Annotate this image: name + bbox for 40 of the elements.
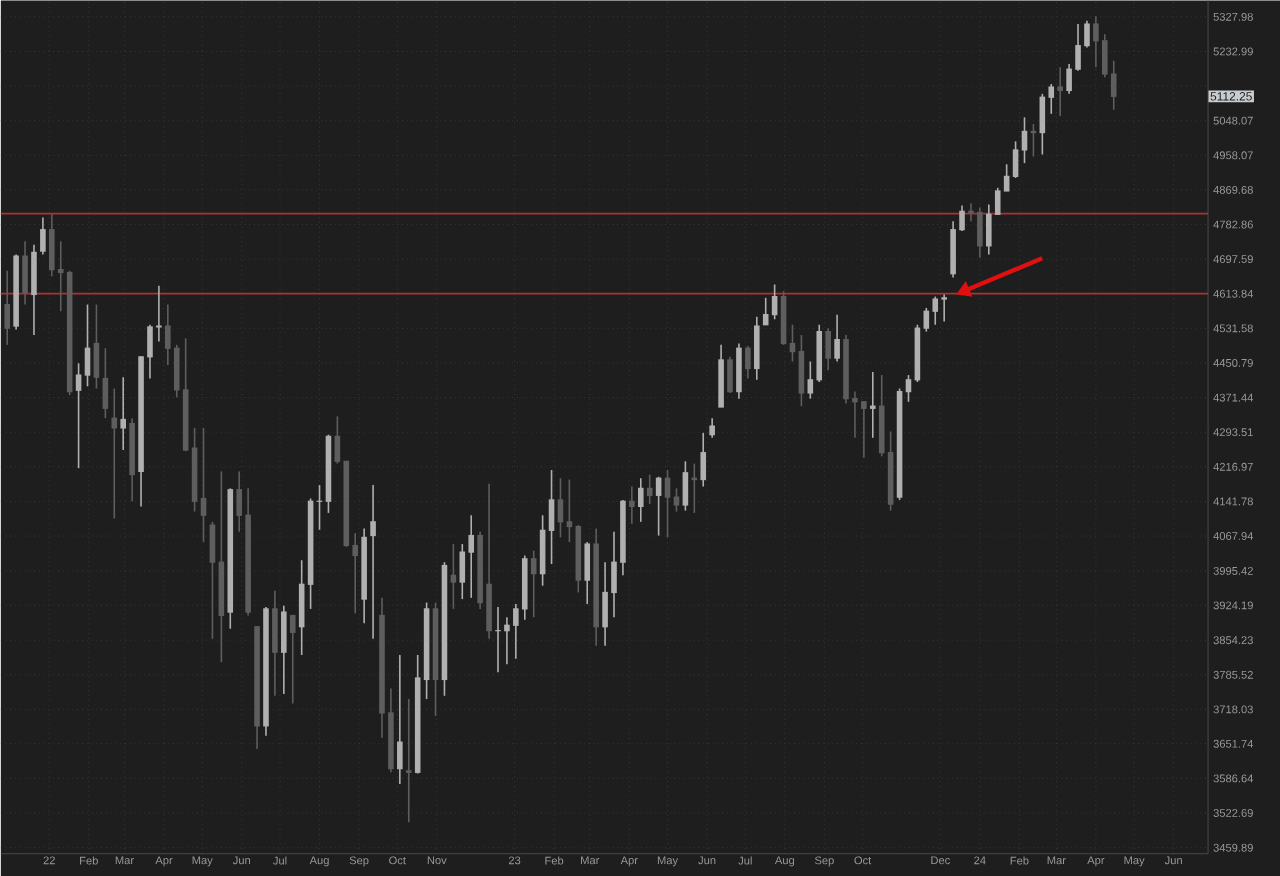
candlestick xyxy=(111,387,118,520)
candlestick xyxy=(629,485,635,525)
candlestick xyxy=(584,541,591,605)
candlestick xyxy=(1012,140,1019,179)
candlestick xyxy=(1021,116,1028,164)
candlestick xyxy=(397,654,403,785)
candlestick xyxy=(272,590,278,697)
candlestick xyxy=(548,469,555,565)
candlestick xyxy=(745,345,751,380)
candlestick xyxy=(700,432,707,488)
candlestick xyxy=(75,362,82,469)
candlestick xyxy=(1057,66,1063,117)
candlestick xyxy=(370,484,376,640)
candlestick xyxy=(709,417,715,439)
candlestick xyxy=(405,698,412,824)
candlestick xyxy=(450,543,457,610)
candlestick xyxy=(289,614,296,705)
candlestick xyxy=(209,521,216,640)
candlestick xyxy=(637,477,644,523)
candlestick xyxy=(468,514,475,599)
candlestick xyxy=(753,316,760,381)
candlestick xyxy=(869,371,876,439)
candlestick xyxy=(932,295,939,326)
candlestick xyxy=(798,334,805,407)
candlestick xyxy=(727,356,733,394)
candlestick xyxy=(834,313,840,363)
candlestick xyxy=(736,342,742,400)
candlestick xyxy=(281,604,287,695)
candlestick xyxy=(566,478,573,543)
candlestick xyxy=(646,473,653,505)
candlestick xyxy=(22,240,28,306)
candlestick xyxy=(762,297,769,326)
candlestick xyxy=(682,460,689,512)
candlestick xyxy=(93,303,100,390)
candlestick xyxy=(4,270,10,346)
candlestick xyxy=(31,243,37,336)
candlestick xyxy=(825,327,831,372)
candlestick xyxy=(120,376,126,451)
candlestick xyxy=(200,427,207,543)
candlestick xyxy=(40,216,46,256)
